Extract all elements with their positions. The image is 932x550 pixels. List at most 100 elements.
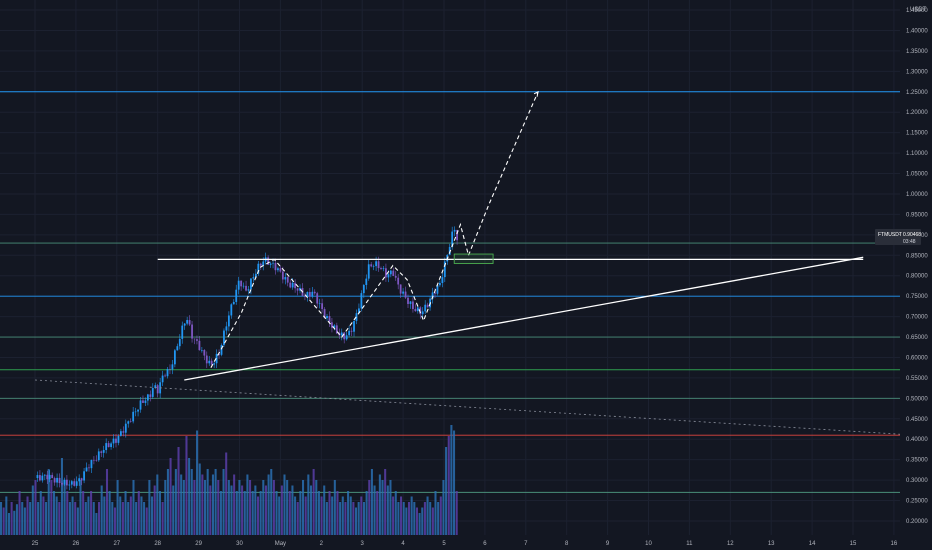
candle-body-104 <box>291 282 294 288</box>
volume-bar-148 <box>392 496 395 535</box>
volume-bar-24 <box>63 480 66 535</box>
volume-bar-51 <box>135 502 138 535</box>
candle-body-97 <box>274 262 277 271</box>
volume-bar-136 <box>360 496 363 535</box>
candle-body-10 <box>61 483 63 485</box>
price-tick-label-25: 0.20000 <box>906 519 928 525</box>
volume-bar-52 <box>137 491 140 535</box>
candle-body-44 <box>144 400 147 403</box>
candle-body-122 <box>335 325 338 334</box>
volume-bar-46 <box>121 502 124 535</box>
volume-bar-38 <box>100 485 103 535</box>
volume-bar-130 <box>344 502 347 535</box>
volume-bar-169 <box>447 436 450 535</box>
volume-bar-81 <box>214 469 217 535</box>
volume-bar-147 <box>389 480 392 535</box>
volume-bar-5 <box>13 510 16 535</box>
time-axis[interactable]: 25 26 27 28 29 30 May 2 3 4 5 6 7 8 9 10 11 12 13 14 15 16 <box>32 541 898 547</box>
volume-bar-37 <box>98 502 101 535</box>
volume-bar-75 <box>198 463 201 535</box>
candle-body-14 <box>70 481 73 485</box>
candle-body-166 <box>443 261 446 278</box>
candle-body-100 <box>281 271 284 280</box>
price-unit-label: USDT <box>910 7 927 13</box>
volume-bar-33 <box>87 496 90 535</box>
candle-body-142 <box>385 268 387 278</box>
volume-bar-36 <box>95 513 98 535</box>
volume-bar-172 <box>455 491 458 535</box>
volume-bar-126 <box>333 480 336 535</box>
volume-bar-100 <box>264 485 267 535</box>
volume-bar-79 <box>209 485 212 535</box>
candle-body-4 <box>46 474 49 480</box>
candle-body-127 <box>348 330 351 336</box>
volume-bar-17 <box>45 502 48 535</box>
volume-bar-135 <box>357 502 360 535</box>
volume-bar-29 <box>76 507 79 535</box>
candle-body-103 <box>289 282 292 288</box>
price-tick-label-4: 1.25000 <box>906 90 928 96</box>
candle-body-140 <box>380 268 382 270</box>
candle-body-72 <box>213 363 216 365</box>
volume-bar-141 <box>373 485 376 535</box>
candle-body-9 <box>58 477 61 484</box>
candle-body-68 <box>203 349 206 356</box>
price-tick-label-17: 0.60000 <box>906 355 928 361</box>
candle-body-61 <box>186 320 189 324</box>
candle-body-92 <box>262 261 265 266</box>
candle-body-75 <box>220 345 223 355</box>
candle-body-42 <box>139 400 142 410</box>
volume-bar-134 <box>355 507 358 535</box>
candle-body-113 <box>313 291 316 294</box>
candle-body-138 <box>375 261 378 267</box>
volume-bar-121 <box>320 496 323 535</box>
horizontal-levels[interactable] <box>0 91 900 493</box>
volume-bar-109 <box>288 491 291 535</box>
candle-body-102 <box>286 277 289 283</box>
volume-bar-80 <box>211 474 214 535</box>
time-tick-label-3: 28 <box>154 541 161 547</box>
volume-bar-168 <box>445 447 448 535</box>
candle-body-49 <box>156 385 159 394</box>
volume-bar-151 <box>400 496 403 535</box>
volume-bar-145 <box>384 469 387 535</box>
volume-bar-23 <box>60 458 63 535</box>
volume-bar-73 <box>193 480 196 535</box>
volume-bar-25 <box>66 491 69 535</box>
volume-bar-166 <box>439 496 442 535</box>
candle-body-96 <box>272 262 274 264</box>
candle-body-74 <box>218 353 220 355</box>
volume-bar-6 <box>15 504 18 535</box>
candle-body-60 <box>183 323 186 326</box>
volume-bar-60 <box>158 491 161 535</box>
volume-bar-131 <box>347 491 350 535</box>
candle-body-77 <box>225 326 228 331</box>
volume-bar-48 <box>127 502 130 535</box>
candle-body-31 <box>112 438 115 444</box>
drawings[interactable] <box>34 90 915 436</box>
candle-body-52 <box>164 375 166 377</box>
price-tick-label-22: 0.35000 <box>906 458 928 464</box>
candle-body-156 <box>419 307 422 315</box>
time-tick-label-5: 30 <box>236 541 243 547</box>
candle-body-20 <box>85 467 88 472</box>
volume-bar-95 <box>251 491 254 535</box>
candle-body-32 <box>115 438 117 443</box>
volume-bar-118 <box>312 469 315 535</box>
volume-bar-35 <box>92 502 95 535</box>
price-tick-label-20: 0.45000 <box>906 417 928 423</box>
time-tick-label-8: 3 <box>361 541 365 547</box>
volume-bar-15 <box>39 491 42 535</box>
volume-bar-128 <box>339 502 342 535</box>
time-tick-label-4: 29 <box>195 541 202 547</box>
candle-body-39 <box>132 411 135 422</box>
price-axis-background[interactable] <box>900 0 932 550</box>
candle-body-12 <box>66 479 68 486</box>
candle-body-121 <box>333 325 336 328</box>
candle-body-81 <box>235 289 238 302</box>
candle-body-3 <box>43 474 46 476</box>
volume-bar-89 <box>235 491 238 535</box>
volume-bar-28 <box>74 502 77 535</box>
price-tick-label-23: 0.30000 <box>906 478 928 484</box>
